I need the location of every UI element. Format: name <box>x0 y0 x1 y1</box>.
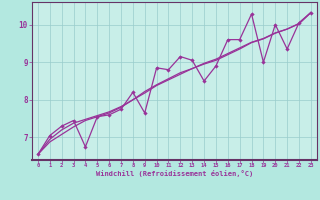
X-axis label: Windchill (Refroidissement éolien,°C): Windchill (Refroidissement éolien,°C) <box>96 170 253 177</box>
